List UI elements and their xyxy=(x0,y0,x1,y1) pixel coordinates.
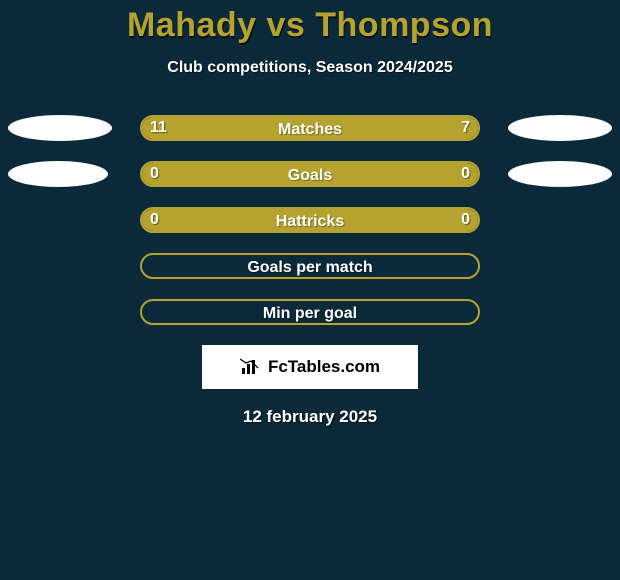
stat-value-left: 0 xyxy=(150,161,159,187)
bar-chart-icon xyxy=(240,358,262,376)
root: Mahady vs Thompson Club competitions, Se… xyxy=(0,0,620,427)
stat-bar: Min per goal xyxy=(140,299,480,325)
stat-label: Goals per match xyxy=(142,255,478,279)
brand-logo: FcTables.com xyxy=(240,357,380,377)
stat-row: Hattricks0 0 xyxy=(0,207,620,233)
stat-value-left: 0 xyxy=(150,207,159,233)
date-label: 12 february 2025 xyxy=(0,407,620,427)
brand-logo-box: FcTables.com xyxy=(202,345,418,389)
stat-label: Min per goal xyxy=(142,301,478,325)
stat-bar: Hattricks xyxy=(140,207,480,233)
team-badge-right xyxy=(508,161,612,187)
stat-label: Hattricks xyxy=(142,209,478,233)
team-badge-right xyxy=(508,115,612,141)
stat-label: Matches xyxy=(142,117,478,141)
stat-row: Goals0 0 xyxy=(0,161,620,187)
stat-bar: Goals xyxy=(140,161,480,187)
stat-bar: Matches xyxy=(140,115,480,141)
stat-bar: Goals per match xyxy=(140,253,480,279)
stat-value-right: 0 xyxy=(461,207,470,233)
stats-block: Matches117Goals00Hattricks00Goals per ma… xyxy=(0,115,620,325)
stat-value-left: 11 xyxy=(150,115,167,141)
stat-row: Goals per match xyxy=(0,253,620,279)
stat-row: Matches11 7 xyxy=(0,115,620,141)
stat-row: Min per goal xyxy=(0,299,620,325)
page-title: Mahady vs Thompson xyxy=(0,6,620,45)
stat-value-right: 7 xyxy=(461,115,470,141)
team-badge-left xyxy=(8,161,108,187)
stat-value-right: 0 xyxy=(461,161,470,187)
team-badge-left xyxy=(8,115,112,141)
brand-name: FcTables.com xyxy=(268,357,380,377)
stat-label: Goals xyxy=(142,163,478,187)
subtitle: Club competitions, Season 2024/2025 xyxy=(0,59,620,77)
